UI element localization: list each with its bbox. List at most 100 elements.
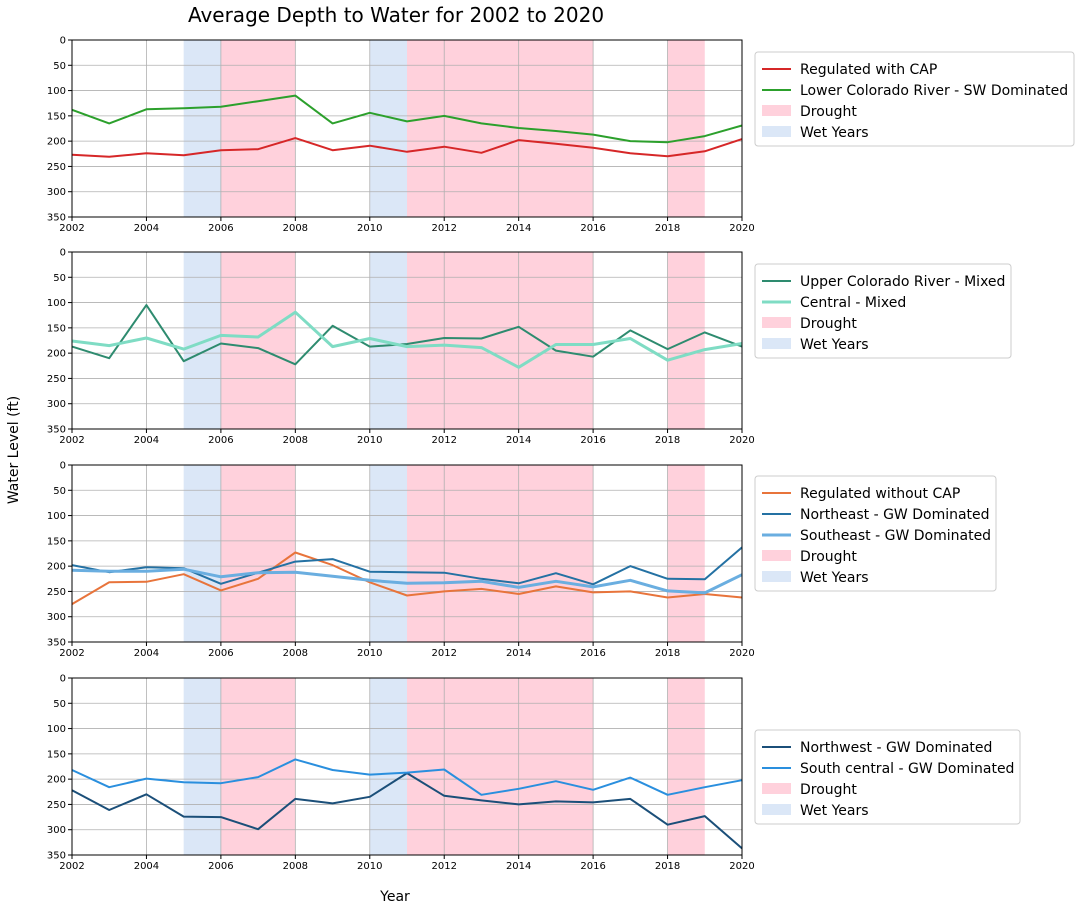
x-tick-label: 2002	[59, 861, 84, 872]
x-tick-label: 2008	[283, 435, 308, 446]
legend-label: Regulated without CAP	[800, 486, 960, 502]
x-tick-label: 2020	[729, 435, 754, 446]
legend-swatch-wet	[762, 804, 791, 815]
y-tick-label: 200	[47, 562, 66, 573]
y-tick-label: 0	[60, 674, 66, 685]
wet-years-band	[183, 252, 221, 429]
y-tick-label: 50	[53, 61, 66, 72]
y-tick-label: 100	[47, 86, 66, 97]
chart-title: Average Depth to Water for 2002 to 2020	[188, 3, 604, 27]
x-tick-label: 2008	[283, 648, 308, 659]
drought-band	[220, 40, 296, 217]
legend-swatch-wet	[762, 571, 791, 582]
x-tick-label: 2006	[208, 648, 233, 659]
drought-band	[220, 252, 296, 429]
legend-label: Wet Years	[800, 125, 869, 141]
x-tick-label: 2004	[134, 223, 159, 234]
x-tick-label: 2004	[134, 648, 159, 659]
x-tick-label: 2010	[357, 861, 382, 872]
legend-swatch-drought	[762, 550, 791, 561]
x-tick-label: 2012	[431, 223, 456, 234]
x-tick-label: 2012	[431, 861, 456, 872]
y-tick-label: 250	[47, 162, 66, 173]
y-tick-label: 50	[53, 273, 66, 284]
legend-swatch-wet	[762, 126, 791, 137]
x-tick-label: 2016	[580, 648, 605, 659]
y-axis-label: Water Level (ft)	[6, 396, 22, 504]
y-tick-label: 250	[47, 800, 66, 811]
legend-swatch-drought	[762, 105, 791, 116]
x-tick-label: 2008	[283, 861, 308, 872]
x-tick-label: 2004	[134, 861, 159, 872]
drought-band	[407, 678, 594, 855]
y-tick-label: 0	[60, 36, 66, 47]
legend-label: Wet Years	[800, 337, 869, 353]
legend-swatch-wet	[762, 338, 791, 349]
x-tick-label: 2002	[59, 648, 84, 659]
y-tick-label: 350	[47, 851, 66, 862]
series-line-2	[71, 94, 743, 144]
drought-band	[220, 678, 296, 855]
legend-box	[754, 475, 997, 592]
legend-label: Wet Years	[800, 570, 869, 586]
x-tick-label: 2006	[208, 435, 233, 446]
x-tick-label: 2002	[59, 223, 84, 234]
drought-band	[407, 40, 594, 217]
plot-frame	[71, 677, 743, 856]
x-tick-label: 2014	[506, 223, 531, 234]
legend-label: South central - GW Dominated	[800, 761, 1014, 777]
legend-box	[754, 263, 1012, 359]
series-line-3	[71, 567, 743, 595]
legend-swatch-drought	[762, 783, 791, 794]
legend-box	[754, 729, 1021, 825]
x-tick-label: 2016	[580, 223, 605, 234]
x-tick-label: 2016	[580, 861, 605, 872]
legend: Upper Colorado River - Mixed Central - Mi…	[754, 263, 1012, 359]
legend-swatch-drought	[762, 317, 791, 328]
drought-band	[407, 465, 594, 642]
drought-band	[667, 465, 705, 642]
wet-years-band	[369, 678, 407, 855]
legend: Northwest - GW Dominated South central - …	[754, 729, 1021, 825]
y-tick-label: 200	[47, 137, 66, 148]
x-axis-label: Year	[379, 889, 410, 905]
legend: Regulated with CAP Lower Colorado River -…	[754, 51, 1075, 147]
legend-label: Lower Colorado River - SW Dominated	[800, 83, 1068, 99]
drought-band	[667, 678, 705, 855]
series-line-1	[71, 304, 743, 366]
plot-frame	[71, 464, 743, 643]
legend: Regulated without CAP Northeast - GW Domi…	[754, 475, 997, 592]
x-tick-label: 2010	[357, 223, 382, 234]
wet-years-band	[183, 678, 221, 855]
x-tick-label: 2006	[208, 223, 233, 234]
x-tick-label: 2004	[134, 435, 159, 446]
y-tick-label: 350	[47, 213, 66, 224]
y-tick-label: 150	[47, 749, 66, 760]
x-tick-label: 2002	[59, 435, 84, 446]
legend-label: Drought	[800, 316, 857, 332]
y-tick-label: 100	[47, 511, 66, 522]
legend-label: Drought	[800, 782, 857, 798]
y-tick-label: 50	[53, 699, 66, 710]
x-tick-label: 2014	[506, 435, 531, 446]
x-tick-label: 2008	[283, 223, 308, 234]
x-tick-label: 2018	[655, 223, 680, 234]
y-tick-label: 250	[47, 374, 66, 385]
x-tick-label: 2010	[357, 435, 382, 446]
y-tick-label: 200	[47, 349, 66, 360]
x-tick-label: 2020	[729, 223, 754, 234]
legend-label: Upper Colorado River - Mixed	[800, 274, 1005, 290]
y-tick-label: 250	[47, 587, 66, 598]
series-line-2	[71, 758, 743, 796]
y-tick-label: 300	[47, 399, 66, 410]
drought-band	[407, 252, 594, 429]
y-tick-label: 300	[47, 187, 66, 198]
y-tick-label: 0	[60, 248, 66, 259]
plot-frame	[71, 39, 743, 218]
y-tick-label: 150	[47, 536, 66, 547]
x-tick-label: 2018	[655, 861, 680, 872]
legend-label: Central - Mixed	[800, 295, 906, 311]
